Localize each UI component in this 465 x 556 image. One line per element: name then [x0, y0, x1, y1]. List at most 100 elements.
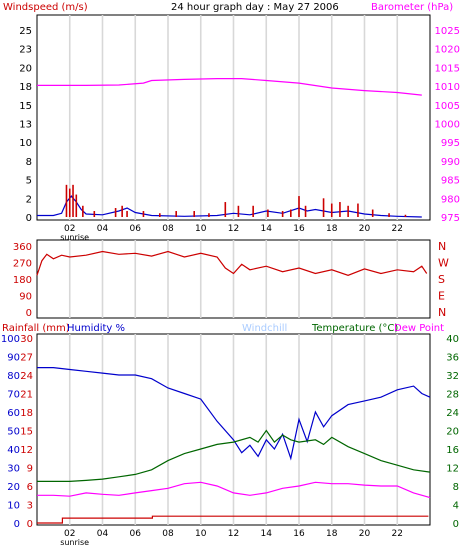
y-tick-temp-12: 12 [446, 464, 459, 475]
temperature-axis-label: Temperature (°C) [311, 323, 398, 334]
y-tick-baro-1015: 1015 [435, 63, 460, 74]
y-tick-rain-0: 0 [27, 519, 33, 530]
sunrise-label-top: sunrise [60, 233, 89, 242]
windchill-label: Windchill [242, 323, 287, 334]
y-tick-temp-20: 20 [446, 427, 459, 438]
y-tick-humidity-20: 20 [7, 482, 20, 493]
y-tick-wind-20: 20 [19, 63, 32, 74]
y-tick-direction-360: 360 [13, 242, 32, 253]
compass-2-S: S [438, 273, 445, 286]
y-tick-wind-10: 10 [19, 138, 32, 149]
y-tick-direction-90: 90 [19, 292, 32, 303]
y-tick-humidity-0: 0 [14, 519, 20, 530]
x-tick-top-02: 02 [64, 224, 75, 234]
graph-title: 24 hour graph day : May 27 2006 [171, 2, 339, 13]
y-tick-rain-18: 18 [20, 408, 33, 419]
y-tick-baro-1005: 1005 [435, 101, 460, 112]
x-tick-bottom-18: 18 [326, 529, 338, 539]
x-tick-bottom-14: 14 [261, 529, 273, 539]
y-tick-baro-990: 990 [441, 157, 460, 168]
rainfall-line [37, 515, 429, 524]
y-tick-direction-0: 0 [26, 308, 32, 319]
y-tick-rain-6: 6 [27, 482, 33, 493]
barometer-line [37, 78, 422, 96]
y-tick-wind-18: 18 [19, 82, 32, 93]
y-tick-rain-12: 12 [20, 445, 33, 456]
y-tick-temp-16: 16 [446, 445, 459, 456]
y-tick-direction-270: 270 [13, 259, 32, 270]
x-tick-top-04: 04 [97, 224, 109, 234]
y-tick-humidity-100: 100 [1, 334, 20, 345]
x-tick-top-14: 14 [261, 224, 273, 234]
x-tick-top-06: 06 [130, 224, 142, 234]
y-tick-humidity-40: 40 [7, 445, 20, 456]
wind-direction-line [36, 250, 428, 276]
y-tick-direction-180: 180 [13, 275, 32, 286]
y-tick-temp-8: 8 [453, 482, 459, 493]
barometer-axis-label: Barometer (hPa) [371, 2, 453, 13]
y-tick-rain-21: 21 [20, 390, 33, 401]
humidity-axis-label: Humidity % [67, 323, 125, 334]
x-tick-top-16: 16 [293, 224, 305, 234]
y-tick-rain-9: 9 [27, 464, 33, 475]
x-tick-bottom-22: 22 [392, 529, 403, 539]
y-tick-wind-25: 25 [19, 26, 32, 37]
temperature-line [37, 429, 431, 482]
y-tick-baro-995: 995 [441, 138, 460, 149]
y-tick-humidity-50: 50 [7, 427, 20, 438]
x-tick-bottom-12: 12 [228, 529, 239, 539]
y-tick-rain-15: 15 [20, 427, 33, 438]
y-tick-temp-40: 40 [446, 334, 459, 345]
windspeed-axis-label: Windspeed (m/s) [3, 2, 88, 13]
y-tick-rain-24: 24 [20, 371, 33, 382]
x-tick-bottom-02: 02 [64, 529, 75, 539]
x-tick-bottom-04: 04 [97, 529, 109, 539]
x-tick-bottom-16: 16 [293, 529, 305, 539]
x-tick-top-12: 12 [228, 224, 239, 234]
y-tick-rain-3: 3 [27, 501, 33, 512]
y-tick-temp-24: 24 [446, 408, 459, 419]
compass-4-N: N [438, 306, 446, 319]
y-tick-humidity-70: 70 [7, 390, 20, 401]
y-tick-humidity-30: 30 [7, 464, 20, 475]
y-tick-wind-23: 23 [19, 45, 32, 56]
sunrise-label-bottom: sunrise [60, 538, 89, 547]
dewpoint-line [37, 481, 431, 499]
y-tick-wind-13: 13 [19, 120, 32, 131]
y-tick-humidity-10: 10 [7, 501, 20, 512]
x-tick-bottom-06: 06 [130, 529, 142, 539]
y-tick-humidity-90: 90 [7, 353, 20, 364]
y-tick-humidity-80: 80 [7, 371, 20, 382]
y-tick-wind-5: 5 [26, 176, 32, 187]
y-tick-baro-1010: 1010 [435, 82, 460, 93]
y-tick-baro-985: 985 [441, 176, 460, 187]
x-tick-bottom-10: 10 [195, 529, 207, 539]
compass-1-W: W [438, 257, 449, 270]
x-tick-top-18: 18 [326, 224, 338, 234]
y-tick-baro-1020: 1020 [435, 45, 460, 56]
panels: 0258101315182023259759809859909951000100… [1, 14, 460, 547]
x-tick-bottom-20: 20 [359, 529, 371, 539]
y-tick-wind-2: 2 [26, 194, 32, 205]
y-tick-rain-27: 27 [20, 353, 33, 364]
y-tick-temp-36: 36 [446, 353, 459, 364]
compass-3-E: E [438, 290, 445, 303]
y-tick-baro-1000: 1000 [435, 120, 460, 131]
dewpoint-label: Dew Point [394, 323, 444, 334]
header: Windspeed (m/s) 24 hour graph day : May … [3, 2, 453, 13]
x-tick-top-10: 10 [195, 224, 207, 234]
x-tick-top-08: 08 [162, 224, 174, 234]
y-tick-baro-1025: 1025 [435, 26, 460, 37]
humidity-line [37, 367, 431, 461]
y-tick-humidity-60: 60 [7, 408, 20, 419]
y-tick-wind-8: 8 [26, 157, 32, 168]
y-tick-temp-32: 32 [446, 371, 459, 382]
y-tick-temp-28: 28 [446, 390, 459, 401]
y-tick-temp-0: 0 [453, 519, 459, 530]
bottom-header: Rainfall (mm) Humidity % Windchill Tempe… [2, 323, 444, 334]
y-tick-wind-0: 0 [26, 213, 32, 224]
x-tick-top-22: 22 [392, 224, 403, 234]
y-tick-baro-980: 980 [441, 194, 460, 205]
y-tick-rain-30: 30 [20, 334, 33, 345]
